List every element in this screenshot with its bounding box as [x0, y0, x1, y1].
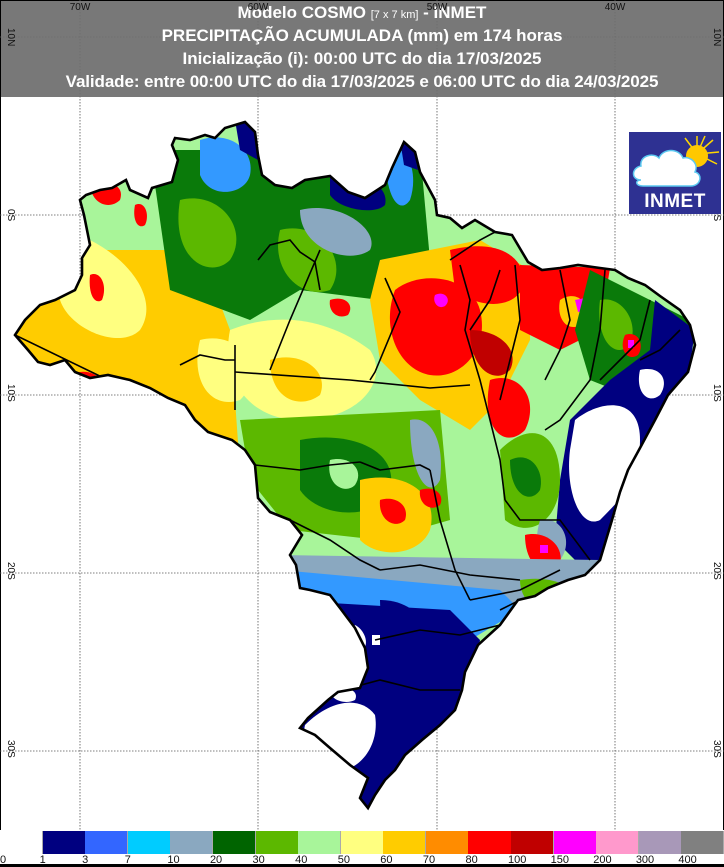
- legend-swatch: [298, 831, 342, 854]
- lat-label-0s-left: 0S: [5, 209, 16, 222]
- legend-label: 150: [550, 854, 569, 866]
- precipitation-field: [15, 122, 695, 808]
- legend-label: 400: [678, 854, 697, 866]
- legend-swatch: [255, 831, 299, 854]
- legend-label: 3: [82, 854, 89, 866]
- legend-label: 100: [508, 854, 527, 866]
- lon-label-70w: 70W: [69, 2, 91, 13]
- legend-swatch: [468, 831, 512, 854]
- lat-label-10n-right: 10N: [711, 28, 722, 47]
- logo-text: INMET: [644, 191, 706, 212]
- legend-swatch: [340, 831, 384, 854]
- legend-swatch: [596, 831, 640, 854]
- model-agency: - INMET: [423, 3, 487, 22]
- legend-label: 200: [593, 854, 612, 866]
- lat-label-10n-left: 10N: [5, 28, 16, 47]
- legend-label: 50: [337, 854, 350, 866]
- legend-label: 60: [380, 854, 393, 866]
- validity-period: Validade: entre 00:00 UTC do dia 17/03/2…: [65, 72, 659, 91]
- legend-swatch: [127, 831, 171, 854]
- lat-label-20s-left: 20S: [5, 562, 16, 580]
- legend-label: 30: [252, 854, 265, 866]
- initialization-time: Inicialização (i): 00:00 UTC do dia 17/0…: [182, 49, 542, 68]
- legend-label: 7: [124, 854, 131, 866]
- lat-label-30s-left: 30S: [5, 740, 16, 758]
- lon-label-50w: 50W: [426, 2, 448, 13]
- lat-label-10s-right: 10S: [711, 384, 722, 402]
- model-resolution: [7 x 7 km]: [370, 9, 419, 21]
- cloud-sun-icon: [632, 135, 720, 187]
- map-title: Modelo COSMO [7 x 7 km] - INMET: [1, 3, 723, 23]
- legend-swatch: [170, 831, 214, 854]
- color-legend: 0 1 3 7 10 20 30 40 50 60 70 80 100 150 200 300 400: [0, 830, 724, 867]
- legend-label: 40: [295, 854, 308, 866]
- legend-label: 80: [465, 854, 478, 866]
- legend-label: 0: [0, 854, 7, 866]
- legend-swatch: [681, 831, 724, 854]
- legend-label: 70: [422, 854, 436, 866]
- title-bar: Modelo COSMO [7 x 7 km] - INMET PRECIPIT…: [1, 1, 723, 97]
- legend-label: 10: [167, 854, 180, 866]
- map-subtitle: PRECIPITAÇÃO ACUMULADA (mm) em 174 horas: [161, 26, 563, 45]
- lat-label-10s-left: 10S: [5, 384, 16, 402]
- legend-swatch: [425, 831, 469, 854]
- model-name: Modelo COSMO: [237, 3, 366, 22]
- legend-label: 1: [39, 854, 46, 866]
- legend-swatch: [511, 831, 555, 854]
- legend-swatch: [0, 831, 44, 854]
- lat-label-20s-right: 20S: [711, 562, 722, 580]
- precipitation-map: [0, 0, 724, 830]
- legend-label: 300: [635, 854, 655, 866]
- legend-swatch: [638, 831, 682, 854]
- legend-border: [0, 864, 724, 867]
- legend-swatch: [42, 831, 86, 854]
- lon-label-40w: 40W: [604, 2, 626, 13]
- legend-swatch: [553, 831, 597, 854]
- lat-label-30s-right: 30S: [711, 740, 722, 758]
- legend-swatch: [383, 831, 427, 854]
- inmet-logo: INMET: [629, 132, 721, 214]
- legend-label: 20: [209, 854, 223, 866]
- legend-swatch: [85, 831, 129, 854]
- lon-label-60w: 60W: [247, 2, 269, 13]
- legend-swatch: [212, 831, 257, 854]
